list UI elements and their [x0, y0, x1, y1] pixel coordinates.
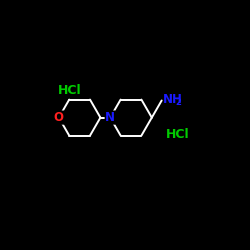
Text: N: N [105, 111, 115, 124]
Text: 2: 2 [175, 98, 181, 106]
Text: O: O [54, 111, 64, 124]
Text: HCl: HCl [58, 84, 82, 97]
Text: NH: NH [163, 93, 182, 106]
Text: HCl: HCl [166, 128, 189, 141]
